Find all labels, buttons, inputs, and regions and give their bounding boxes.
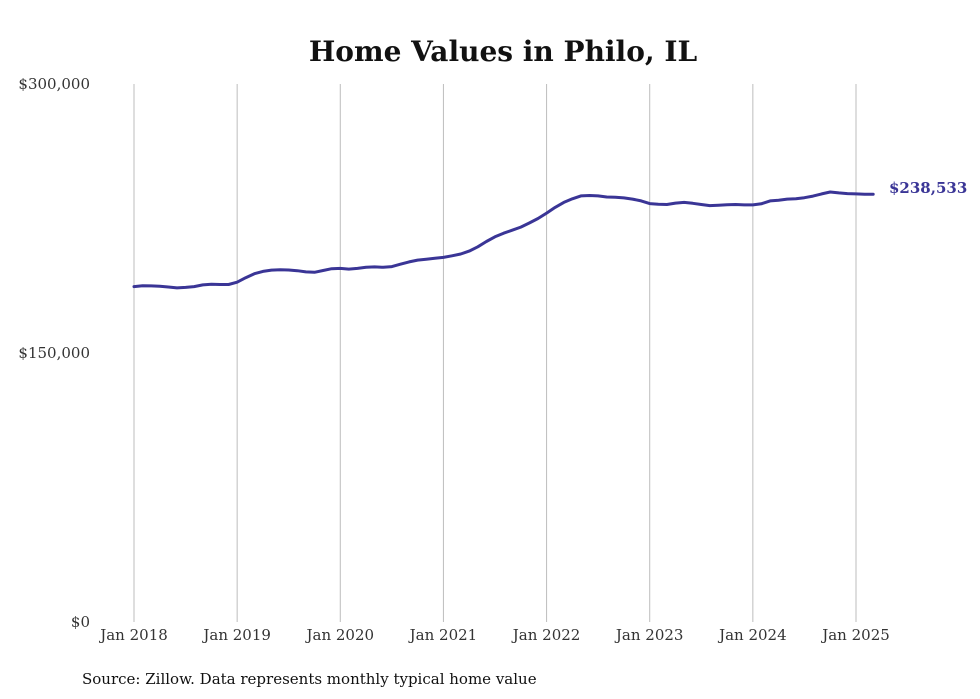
grid-lines xyxy=(133,84,857,622)
latest-value-label: $238,533 xyxy=(889,179,967,197)
x-tick-label: Jan 2020 xyxy=(305,626,375,644)
x-tick-label: Jan 2025 xyxy=(820,626,890,644)
y-axis-ticks: $0 $150,000 $300,000 xyxy=(18,75,90,631)
x-tick-label: Jan 2018 xyxy=(98,626,168,644)
chart-title: Home Values in Philo, IL xyxy=(309,35,698,68)
y-tick-label: $0 xyxy=(71,613,90,631)
y-tick-label: $300,000 xyxy=(18,75,90,93)
y-tick-label: $150,000 xyxy=(18,344,90,362)
x-tick-label: Jan 2023 xyxy=(614,626,684,644)
x-tick-label: Jan 2019 xyxy=(201,626,271,644)
x-tick-label: Jan 2024 xyxy=(717,626,787,644)
home-value-line xyxy=(132,190,875,290)
x-tick-label: Jan 2022 xyxy=(511,626,581,644)
x-axis-ticks: Jan 2018 Jan 2019 Jan 2020 Jan 2021 Jan 2022… xyxy=(98,626,890,644)
x-tick-label: Jan 2021 xyxy=(408,626,478,644)
source-note: Source: Zillow. Data represents monthly … xyxy=(82,670,537,688)
